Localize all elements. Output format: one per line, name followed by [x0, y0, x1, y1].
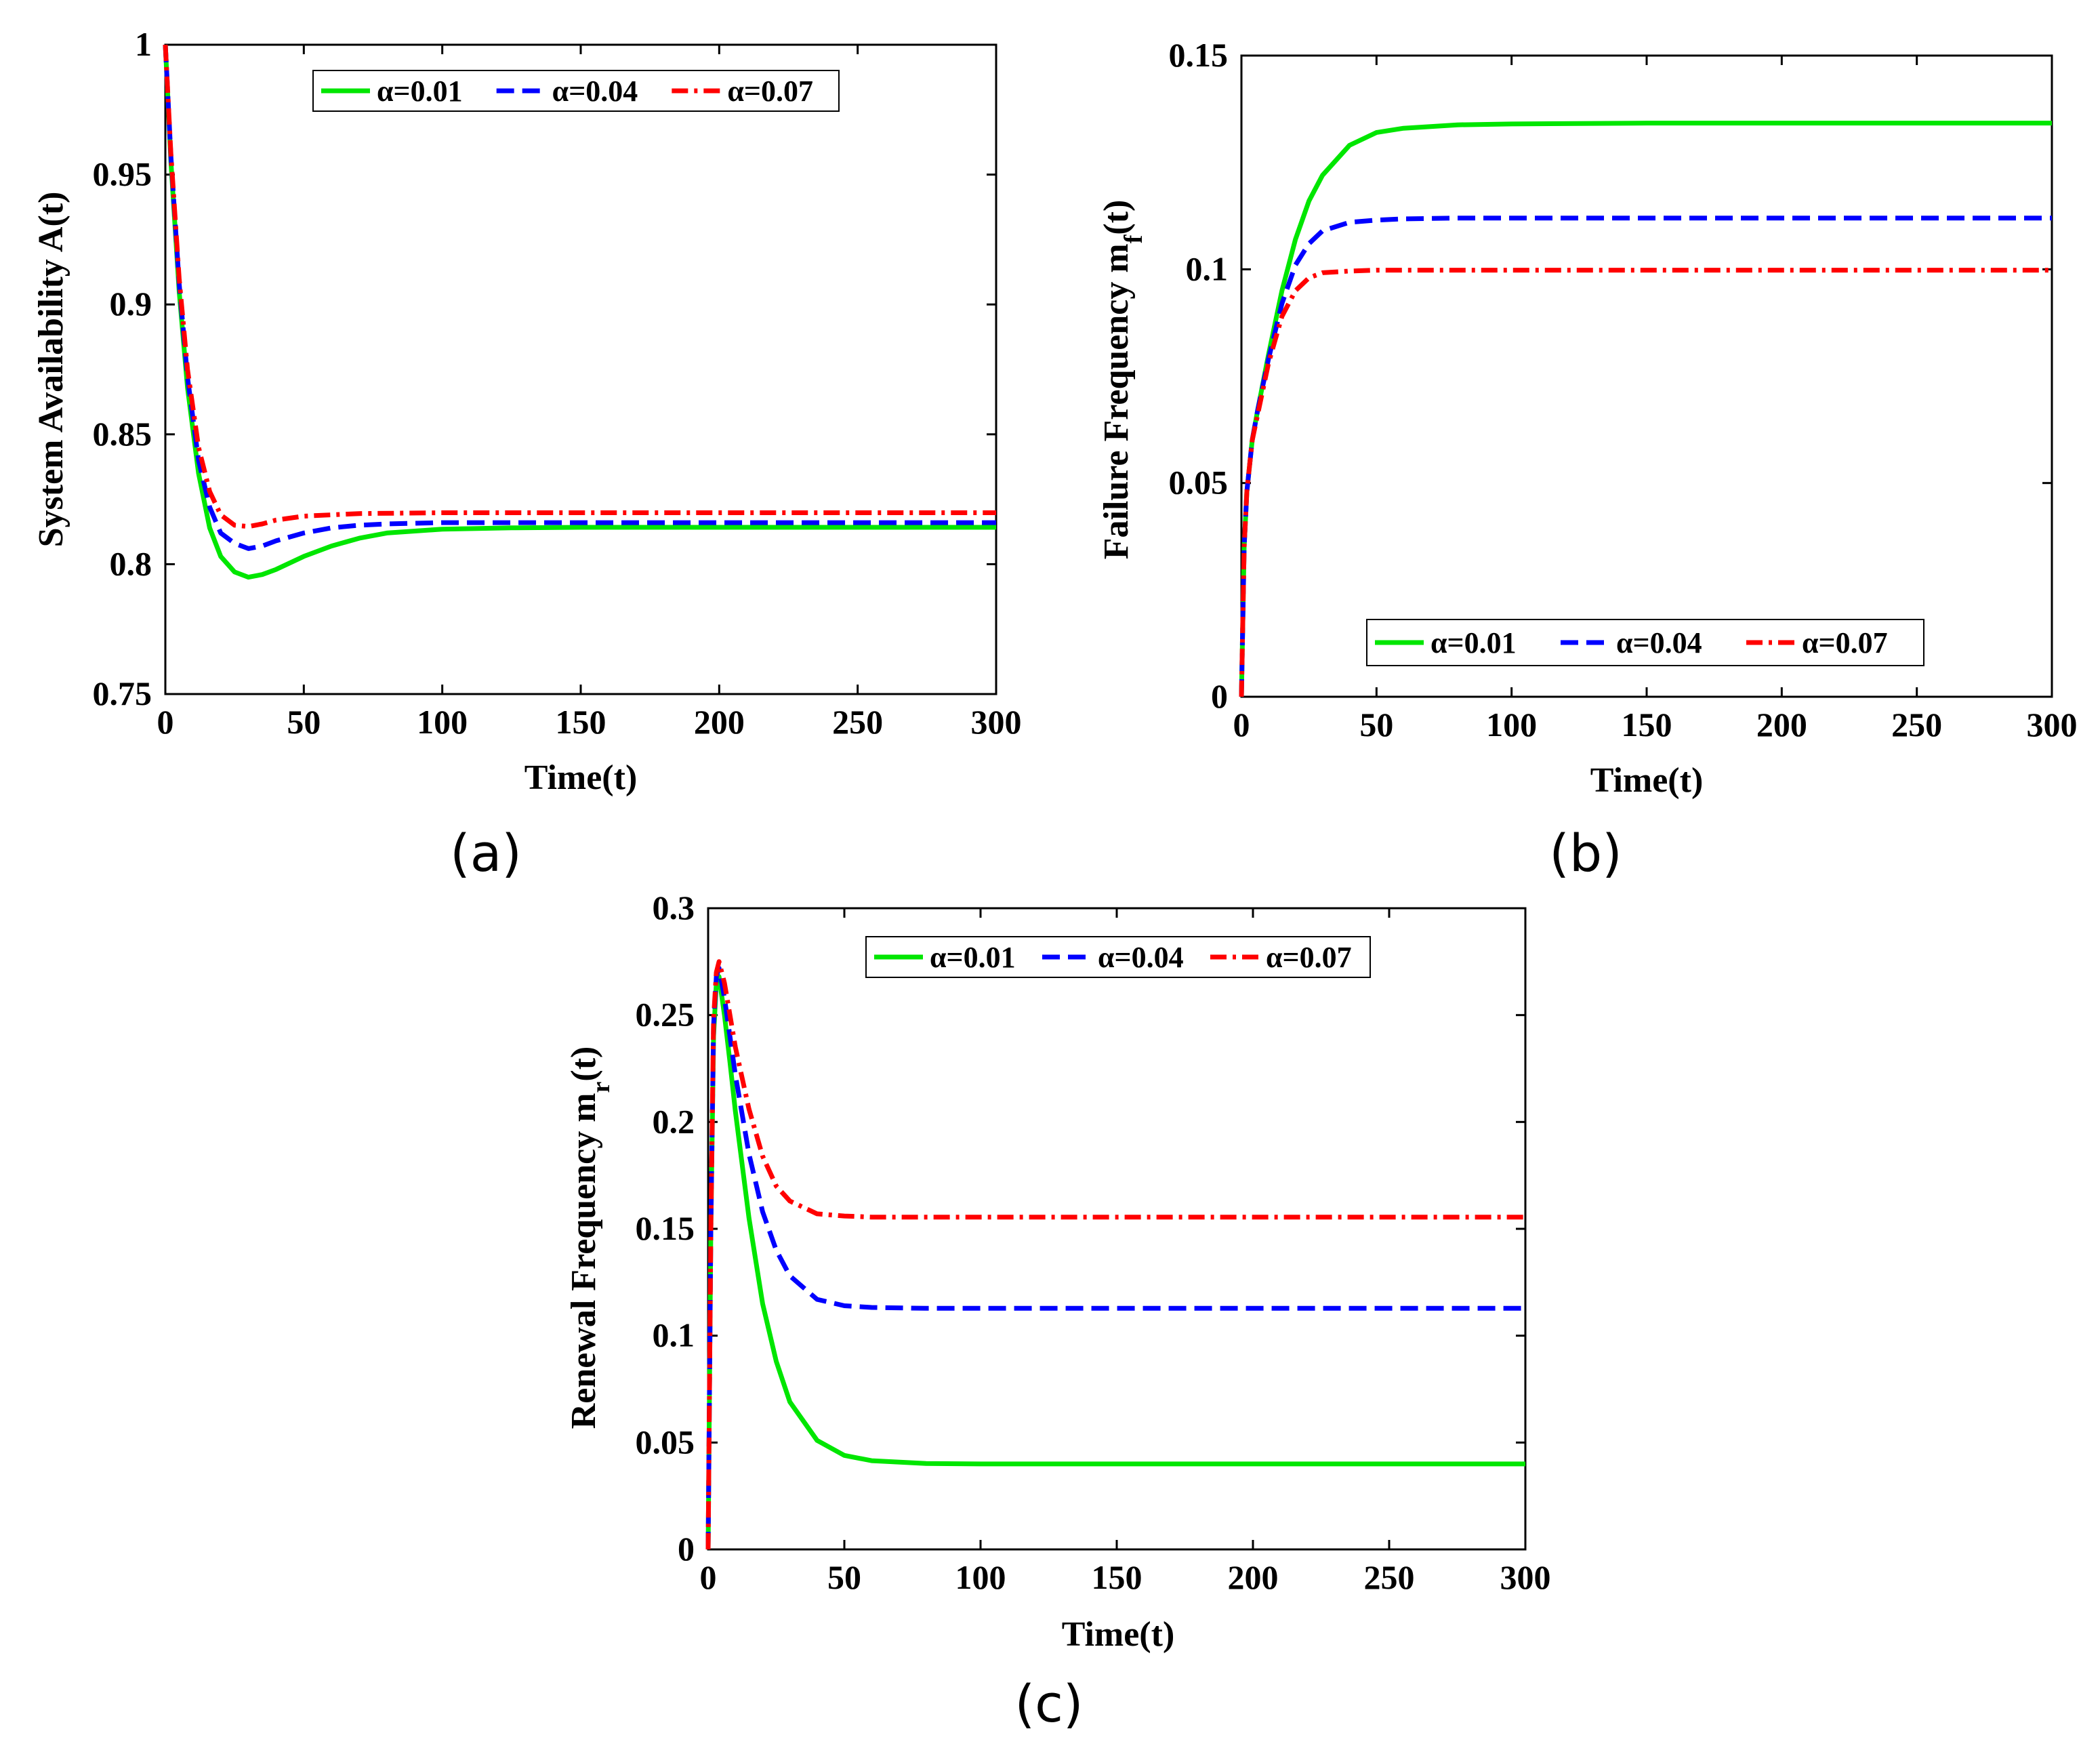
x-tick-label: 200 — [694, 703, 745, 741]
y-tick-label: 0.9 — [110, 285, 152, 323]
x-tick-label: 0 — [157, 703, 174, 741]
x-tick-label: 250 — [1891, 706, 1942, 744]
y-tick-label: 0.1 — [1186, 249, 1229, 287]
x-tick-label: 100 — [417, 703, 468, 741]
y-tick-label: 0.15 — [1169, 36, 1229, 74]
y-tick-label: 0.3 — [653, 889, 695, 927]
y-axis-label-b: Failure Frequency mf(t) — [1097, 200, 1148, 560]
x-tick-label: 0 — [700, 1558, 717, 1596]
y-tick-label: 0 — [678, 1530, 695, 1568]
y-axis-label-c-main: Renewal Frequency m — [564, 1093, 603, 1429]
ticks-c — [707, 907, 1527, 1551]
x-tick-label: 100 — [1486, 706, 1537, 744]
x-tick-label: 250 — [1364, 1558, 1415, 1596]
x-tick-label: 200 — [1756, 706, 1807, 744]
y-tick-label: 0.95 — [93, 155, 152, 193]
panel-label-a: (a) — [450, 823, 522, 883]
panel-label-c: (c) — [1014, 1673, 1083, 1734]
y-axis-label-b-sub: f — [1119, 234, 1148, 243]
x-tick-label: 300 — [2027, 706, 2078, 744]
x-tick-label: 300 — [971, 703, 1022, 741]
series-line-3 — [163, 44, 996, 529]
xtick-labels-c: 0 50 100 150 200 250 300 — [700, 1558, 1551, 1596]
y-axis-label-a: System Availability A(t) — [32, 192, 70, 548]
panel-a: 0 50 100 150 200 250 300 0.75 0.8 0.85 0.9 0.95 1 T… — [32, 25, 1022, 883]
y-tick-label: 0.8 — [110, 544, 152, 582]
x-tick-label: 50 — [1359, 706, 1393, 744]
panel-c: 0 50 100 150 200 250 300 0 0.05 0.1 0.15 0.2 0.25 0.… — [564, 889, 1551, 1734]
y-axis-label-c-suffix: (t) — [564, 1046, 603, 1082]
x-tick-label: 50 — [827, 1558, 861, 1596]
series-a — [163, 44, 996, 580]
y-tick-label: 0.75 — [93, 674, 152, 712]
x-tick-label: 150 — [1622, 706, 1672, 744]
y-axis-label-b-main: Failure Frequency m — [1097, 243, 1136, 559]
ticks-b — [1240, 54, 2053, 698]
x-axis-label-a: Time(t) — [524, 758, 638, 797]
legend-label-2: α=0.04 — [552, 75, 638, 108]
ytick-labels-c: 0 0.05 0.1 0.15 0.2 0.25 0.3 — [636, 889, 695, 1568]
legend-box-c — [865, 936, 1371, 978]
y-axis-label-c-sub: r — [587, 1081, 615, 1093]
y-tick-label: 0.2 — [653, 1102, 695, 1140]
panel-label-b: (b) — [1549, 823, 1622, 883]
x-axis-label-c: Time(t) — [1062, 1615, 1175, 1654]
y-tick-label: 0.85 — [93, 415, 152, 453]
plot-area-a — [164, 43, 997, 695]
x-axis-label-b: Time(t) — [1590, 761, 1704, 800]
legend-label-3: α=0.07 — [1266, 941, 1352, 974]
series-c — [705, 959, 1525, 1550]
series-line-2 — [163, 44, 996, 551]
x-tick-label: 300 — [1500, 1558, 1551, 1596]
legend-label-1: α=0.01 — [930, 941, 1016, 974]
y-tick-label: 0.15 — [636, 1209, 695, 1247]
y-tick-label: 0.05 — [1169, 464, 1229, 502]
legend-box-b — [1366, 619, 1924, 666]
x-tick-label: 150 — [556, 703, 606, 741]
y-axis-label-c: Renewal Frequency mr(t) — [564, 1046, 615, 1429]
legend-label-1: α=0.01 — [377, 75, 463, 108]
y-tick-label: 0.25 — [636, 996, 695, 1034]
legend-a: α=0.01 α=0.04 α=0.07 — [312, 70, 840, 112]
ytick-labels-a: 0.75 0.8 0.85 0.9 0.95 1 — [93, 25, 152, 712]
y-tick-label: 0 — [1211, 677, 1228, 715]
x-tick-label: 50 — [287, 703, 321, 741]
series-line-3 — [705, 959, 1525, 1550]
x-tick-label: 0 — [1233, 706, 1250, 744]
series-line-3 — [1239, 268, 2052, 697]
series-line-2 — [1239, 216, 2052, 697]
y-tick-label: 0.1 — [653, 1316, 695, 1354]
xtick-labels-a: 0 50 100 150 200 250 300 — [157, 703, 1022, 741]
legend-label-3: α=0.07 — [1802, 626, 1888, 659]
plot-area-b — [1240, 54, 2053, 698]
y-tick-label: 1 — [135, 25, 152, 63]
plot-area-c — [707, 907, 1527, 1551]
legend-c: α=0.01 α=0.04 α=0.07 — [865, 936, 1371, 978]
legend-label-1: α=0.01 — [1430, 626, 1517, 659]
legend-label-2: α=0.04 — [1098, 941, 1184, 974]
x-tick-label: 250 — [832, 703, 883, 741]
legend-label-2: α=0.04 — [1616, 626, 1702, 659]
y-tick-label: 0.05 — [636, 1423, 695, 1461]
ytick-labels-b: 0 0.05 0.1 0.15 — [1169, 36, 1229, 715]
series-b — [1239, 121, 2052, 697]
legend-b: α=0.01 α=0.04 α=0.07 — [1366, 619, 1924, 666]
x-tick-label: 100 — [955, 1558, 1006, 1596]
xtick-labels-b: 0 50 100 150 200 250 300 — [1233, 706, 2078, 744]
legend-label-3: α=0.07 — [727, 75, 813, 108]
panel-b: 0 50 100 150 200 250 300 00.050.10.15 Time(t) … — [1097, 36, 2078, 883]
x-tick-label: 200 — [1228, 1558, 1279, 1596]
legend-box-a — [312, 70, 840, 112]
y-axis-label-b-suffix: (t) — [1097, 200, 1136, 235]
x-tick-label: 150 — [1092, 1558, 1142, 1596]
